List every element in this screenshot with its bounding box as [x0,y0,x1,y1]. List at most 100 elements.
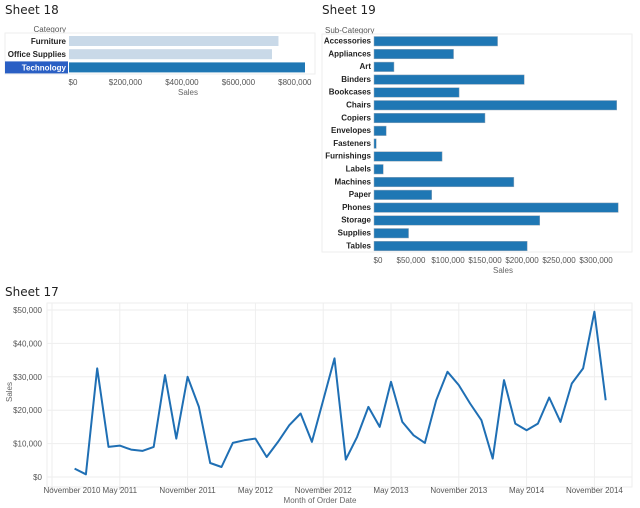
data-point[interactable] [525,428,529,432]
data-point[interactable] [468,402,472,406]
data-point[interactable] [479,418,483,422]
bar-phones[interactable] [373,202,619,213]
data-point[interactable] [95,366,99,370]
data-point[interactable] [220,465,224,469]
data-point[interactable] [299,412,303,416]
subcategory-label[interactable]: Accessories [324,37,372,46]
selected-row-highlight [5,61,68,74]
bar-art[interactable] [373,61,395,72]
data-point[interactable] [197,405,201,409]
bar-appliances[interactable] [373,49,454,60]
category-label[interactable]: Technology [22,63,67,72]
subcategory-label[interactable]: Copiers [341,113,371,122]
data-point[interactable] [253,437,257,441]
y-axis-title: Sales [5,382,14,402]
category-label[interactable]: Furniture [31,37,67,46]
data-point[interactable] [344,458,348,462]
data-point[interactable] [570,381,574,385]
x-tick-label: $800,000 [278,78,312,87]
data-point[interactable] [581,366,585,370]
data-point[interactable] [242,438,246,442]
data-point[interactable] [276,440,280,444]
subcategory-label[interactable]: Furnishings [325,152,371,161]
data-point[interactable] [446,370,450,374]
subcategory-label[interactable]: Labels [346,165,372,174]
data-point[interactable] [457,383,461,387]
y-tick-label: $30,000 [13,373,42,382]
bar-binders[interactable] [373,74,525,85]
x-tick-label: $200,000 [505,256,539,265]
data-point[interactable] [423,441,427,445]
x-tick-label: $0 [374,256,383,265]
data-point[interactable] [502,378,506,382]
data-point[interactable] [333,356,337,360]
data-point[interactable] [118,444,122,448]
bar-copiers[interactable] [373,113,486,124]
subcategory-label[interactable]: Supplies [338,229,372,238]
data-point[interactable] [559,420,563,424]
subcategory-label[interactable]: Art [359,62,371,71]
subcategory-label[interactable]: Envelopes [331,126,372,135]
sales-line[interactable] [74,310,607,476]
x-axis-title: Sales [178,88,198,97]
y-tick-label: $40,000 [13,339,42,348]
data-point[interactable] [174,437,178,441]
data-point[interactable] [163,373,167,377]
bar-paper[interactable] [373,189,432,200]
bar-machines[interactable] [373,177,515,188]
bar-furniture[interactable] [69,36,279,46]
x-tick-label: May 2012 [238,486,274,495]
data-point[interactable] [400,420,404,424]
data-point[interactable] [140,449,144,453]
data-point[interactable] [491,457,495,461]
data-point[interactable] [389,380,393,384]
bar-tables[interactable] [373,241,528,252]
subcategory-label[interactable]: Tables [346,241,371,250]
bar-fasteners[interactable] [373,138,377,149]
subcategory-label[interactable]: Appliances [328,49,371,58]
data-point[interactable] [355,435,359,439]
subcategory-label[interactable]: Binders [341,75,371,84]
bar-furnishings[interactable] [373,151,443,162]
data-point[interactable] [152,445,156,449]
data-point[interactable] [186,375,190,379]
subcategory-label[interactable]: Storage [341,216,371,225]
data-point[interactable] [321,398,325,402]
data-point[interactable] [378,425,382,429]
data-point[interactable] [129,448,133,452]
data-point[interactable] [434,398,438,402]
subcategory-label[interactable]: Fasteners [333,139,371,148]
data-point[interactable] [366,405,370,409]
plot-frame [321,33,633,253]
subcategory-label[interactable]: Paper [349,190,371,199]
data-point[interactable] [287,423,291,427]
data-point[interactable] [107,445,111,449]
bar-bookcases[interactable] [373,87,460,98]
data-point[interactable] [547,396,551,400]
data-point[interactable] [231,441,235,445]
subcategory-label[interactable]: Chairs [346,101,371,110]
bar-supplies[interactable] [373,228,409,239]
bar-envelopes[interactable] [373,125,387,136]
data-point[interactable] [604,398,608,402]
data-point[interactable] [84,472,88,476]
data-point[interactable] [73,467,77,471]
subcategory-label[interactable]: Bookcases [329,88,372,97]
category-label[interactable]: Office Supplies [8,50,67,59]
data-point[interactable] [513,422,517,426]
subcategory-label[interactable]: Phones [342,203,371,212]
subcategory-label[interactable]: Machines [335,177,372,186]
bar-chairs[interactable] [373,100,617,111]
bar-office-supplies[interactable] [69,49,272,60]
data-point[interactable] [310,440,314,444]
data-point[interactable] [208,461,212,465]
bar-accessories[interactable] [373,36,498,47]
data-point[interactable] [592,310,596,314]
bar-technology[interactable] [69,62,305,73]
bar-labels[interactable] [373,164,384,175]
data-point[interactable] [265,455,269,459]
x-tick-label: May 2011 [103,486,138,495]
data-point[interactable] [536,422,540,426]
bar-storage[interactable] [373,215,541,226]
data-point[interactable] [412,433,416,437]
